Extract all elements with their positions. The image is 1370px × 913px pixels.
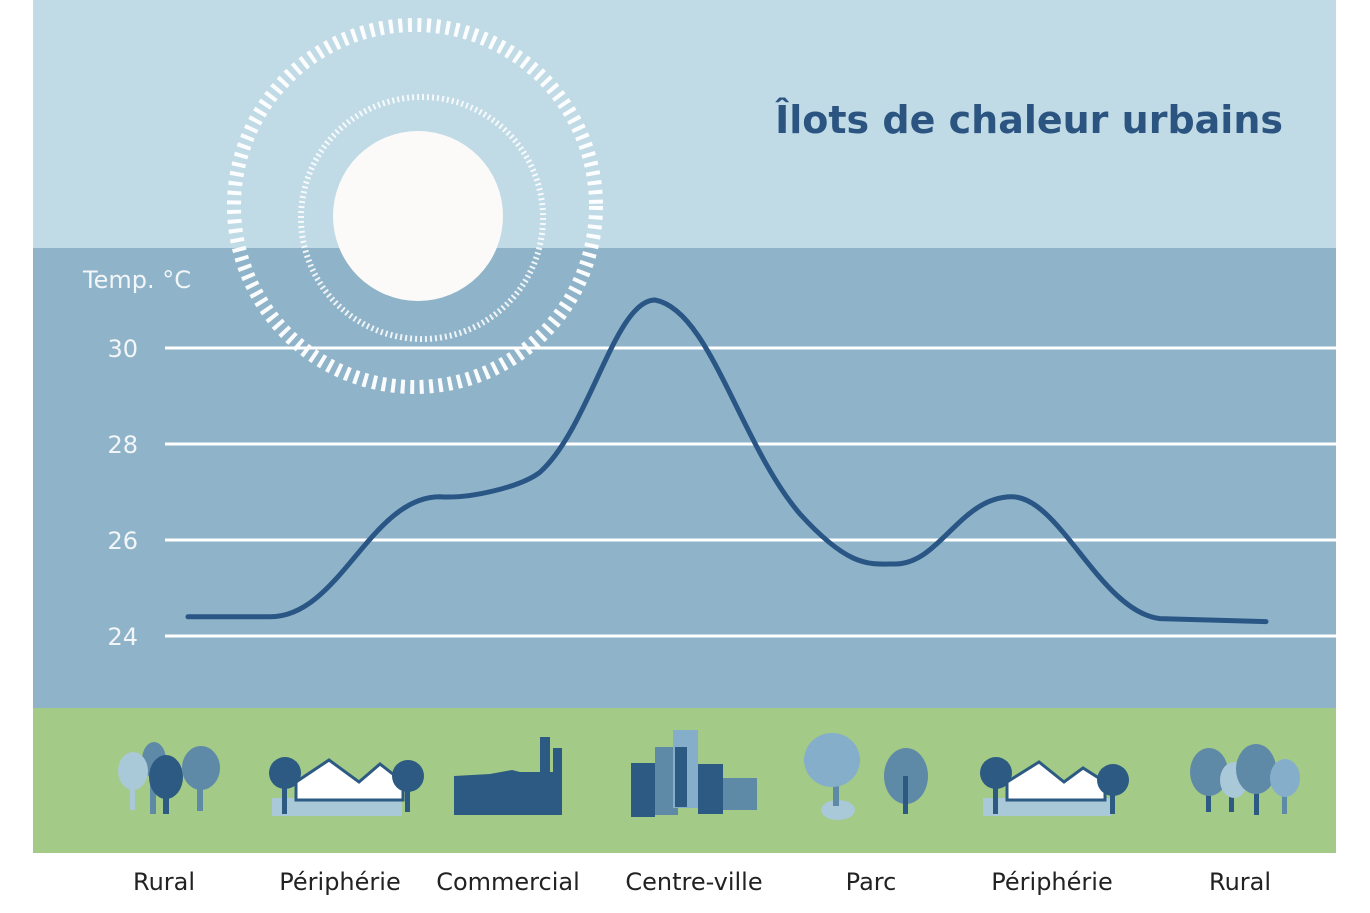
x-tick-label: Rural — [133, 868, 195, 896]
y-tick-label: 30 — [107, 335, 138, 363]
sun-icon — [227, 18, 603, 394]
chart-title: Îlots de chaleur urbains — [775, 98, 1283, 142]
factory-icon — [454, 737, 562, 815]
y-tick-label: 24 — [107, 623, 138, 651]
trees-icon — [1190, 744, 1300, 815]
x-tick-label: Parc — [846, 868, 897, 896]
x-tick-label: Périphérie — [991, 868, 1112, 896]
trees-icon — [118, 742, 220, 814]
y-tick-label: 28 — [107, 431, 138, 459]
x-tick-label: Rural — [1209, 868, 1271, 896]
park-trees-icon — [804, 733, 928, 820]
data-points — [187, 299, 1267, 622]
y-tick-label: 26 — [107, 527, 138, 555]
houses-icon — [269, 757, 424, 816]
x-tick-label: Périphérie — [279, 868, 400, 896]
x-tick-labels: Rural Périphérie Commercial Centre-ville Par… — [133, 868, 1271, 896]
y-axis-title: Temp. °C — [82, 266, 191, 294]
x-tick-label: Centre-ville — [625, 868, 762, 896]
sky-band — [33, 0, 1336, 248]
chart-band — [33, 248, 1336, 708]
gridlines — [165, 346, 1336, 638]
x-tick-label: Commercial — [436, 868, 580, 896]
y-tick-labels: 30 28 26 24 — [107, 335, 138, 651]
houses-icon — [980, 757, 1129, 816]
buildings-icon — [631, 730, 757, 817]
